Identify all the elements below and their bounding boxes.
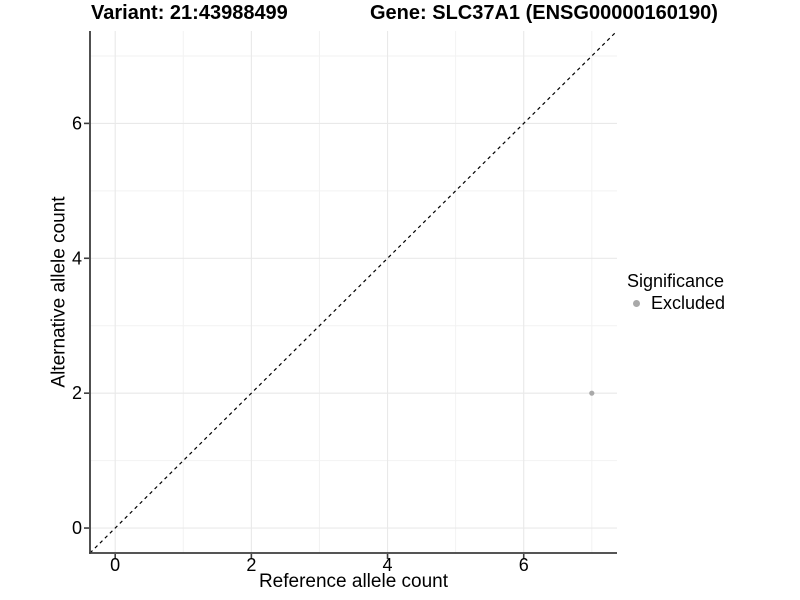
data-point-excluded [589, 390, 595, 396]
y-tick-label-4: 4 [72, 248, 82, 268]
legend-item-excluded: Excluded [627, 293, 725, 313]
y-tick-label-2: 2 [72, 383, 82, 403]
x-tick-label-6: 6 [519, 555, 529, 575]
x-tick-label-2: 2 [246, 555, 256, 575]
identity-dashed-line [89, 30, 618, 554]
plot-title-variant: Variant: 21:43988499 [91, 2, 288, 24]
legend-title: Significance [627, 271, 725, 291]
legend-point-icon [633, 299, 640, 307]
legend-item-label: Excluded [651, 293, 726, 313]
x-tick-label-4: 4 [383, 555, 393, 575]
y-axis-title: Alternative allele count [48, 196, 70, 388]
legend: Significance Excluded [627, 271, 725, 313]
x-tick-label-0: 0 [110, 555, 120, 575]
y-tick-label-6: 6 [72, 113, 82, 133]
plot-title-gene: Gene: SLC37A1 (ENSG00000160190) [370, 2, 718, 24]
x-axis-title: Reference allele count [258, 571, 449, 592]
y-tick-label-0: 0 [72, 518, 82, 538]
